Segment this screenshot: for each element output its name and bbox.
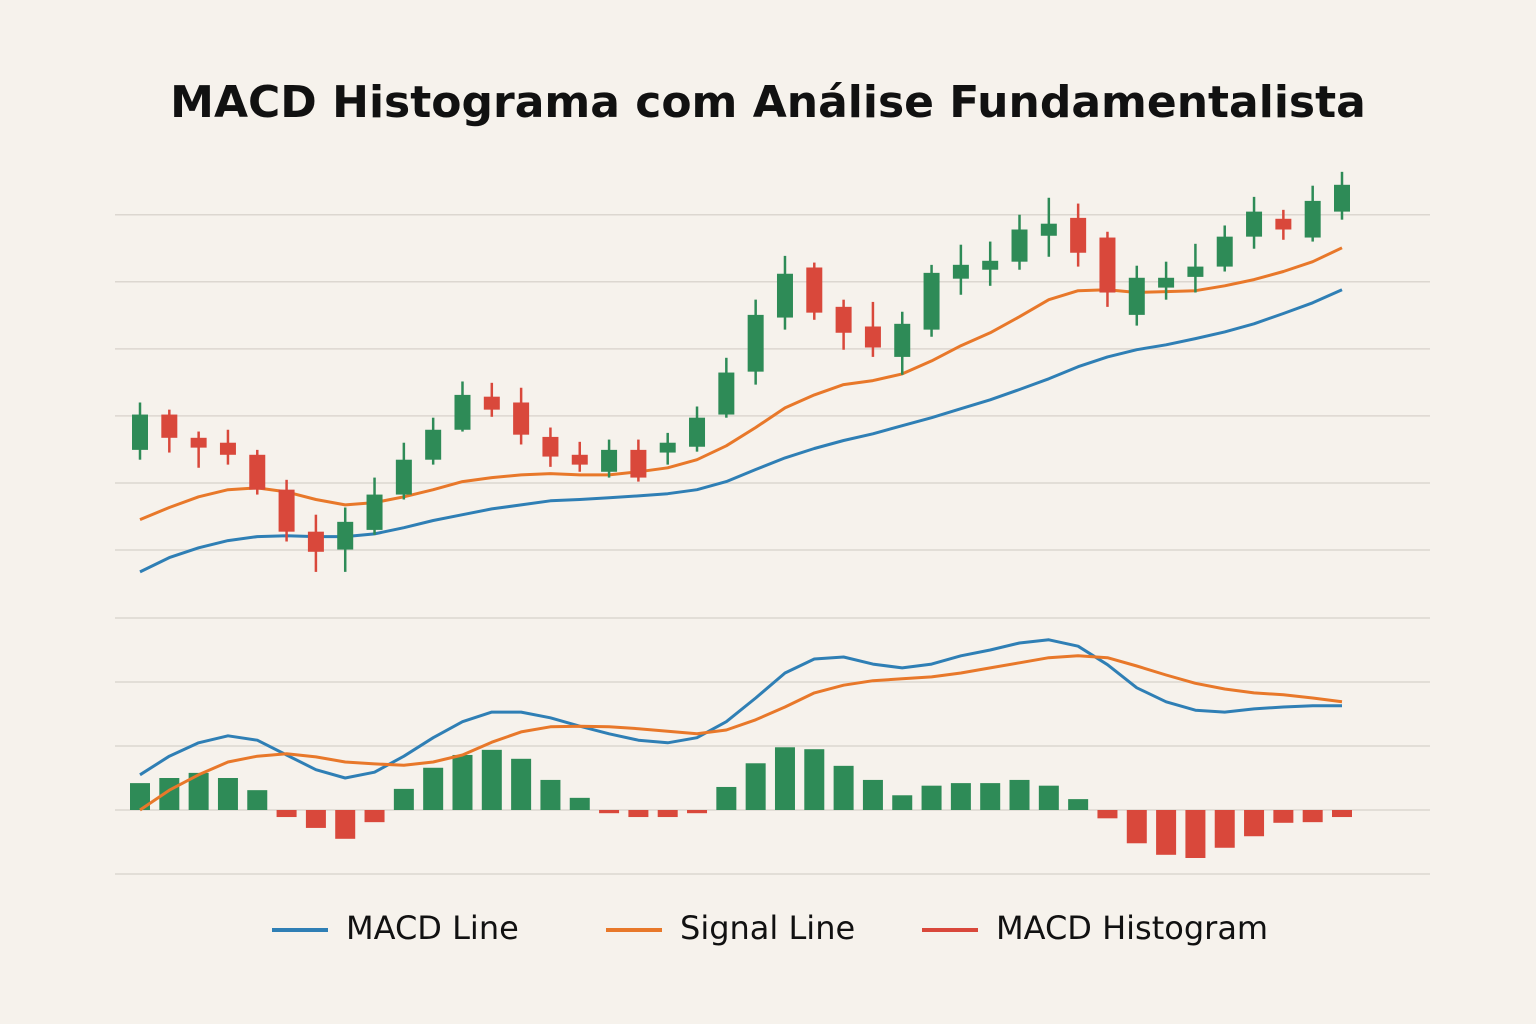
legend-label: Signal Line: [680, 909, 855, 947]
candle-body: [1011, 229, 1028, 262]
histogram-bar: [1332, 810, 1352, 818]
histogram-bar: [130, 783, 150, 810]
line-series: [139, 654, 1343, 812]
histogram-bar: [305, 810, 326, 828]
line-series: [139, 288, 1343, 574]
histogram-bar: [1126, 810, 1147, 844]
histogram-bar: [423, 767, 444, 810]
candle-body: [923, 272, 940, 330]
histogram-bar: [804, 749, 825, 810]
candle-body: [307, 531, 324, 552]
histogram-bar: [335, 810, 356, 839]
histogram-bar: [657, 810, 678, 818]
legend-label: MACD Histogram: [996, 909, 1268, 947]
histogram-bar: [481, 749, 502, 810]
candle-body: [864, 326, 881, 348]
histogram-bar: [892, 795, 913, 810]
histogram-bar: [217, 778, 238, 810]
candle-body: [718, 372, 735, 415]
histogram-bar: [1185, 810, 1206, 858]
candle-body: [190, 437, 207, 448]
histogram-bar: [364, 810, 385, 823]
candle-body: [982, 260, 999, 270]
candle-body: [513, 402, 530, 435]
candle-body: [806, 267, 823, 313]
candle-body: [1128, 277, 1145, 315]
histogram-bar: [921, 785, 942, 810]
histogram-bar: [393, 788, 414, 810]
candle-body: [1099, 237, 1116, 293]
candle-body: [952, 264, 969, 279]
candle-body: [630, 449, 647, 478]
histogram-bar: [862, 779, 883, 810]
candle-body: [601, 449, 618, 472]
candle-body: [1158, 277, 1175, 288]
histogram-bar: [1244, 810, 1265, 837]
candle-body: [1304, 200, 1321, 238]
histogram-bar: [511, 758, 532, 810]
candle-body: [1187, 266, 1204, 277]
candle-body: [1070, 217, 1087, 253]
candle-body: [425, 429, 442, 460]
histogram-bar: [628, 810, 649, 818]
histogram-bar: [540, 779, 561, 810]
histogram-bar: [980, 783, 1001, 810]
histogram-bar: [1038, 785, 1059, 810]
candle-body: [219, 442, 236, 455]
candle-body: [161, 414, 178, 438]
candle-body: [1216, 236, 1233, 267]
histogram-bar: [687, 810, 708, 814]
histogram-bar: [452, 754, 473, 810]
candle-body: [366, 494, 383, 530]
candle-body: [337, 521, 354, 550]
histogram-bar: [716, 786, 737, 810]
candle-body: [747, 314, 764, 372]
candle-body: [1040, 223, 1057, 236]
candle-body: [894, 323, 911, 357]
candle-body: [689, 417, 706, 447]
histogram-bar: [950, 783, 971, 810]
histogram-bar: [1156, 810, 1177, 855]
line-series: [139, 246, 1343, 521]
histogram-bar: [247, 790, 268, 810]
candle-body: [835, 306, 852, 333]
line-series: [139, 638, 1342, 780]
candle-body: [278, 489, 295, 532]
histogram-bar: [1273, 810, 1294, 823]
candle-body: [542, 436, 559, 457]
candle-body: [1275, 218, 1292, 230]
candle-body: [249, 454, 266, 490]
histogram-bar: [1214, 810, 1235, 848]
histogram-bar: [1009, 779, 1030, 810]
candle-body: [454, 394, 471, 430]
candle-body: [1334, 184, 1350, 212]
candle-body: [132, 414, 148, 450]
histogram-bar: [1068, 799, 1089, 810]
histogram-bar: [774, 747, 795, 810]
chart-title: MACD Histograma com Análise Fundamentali…: [170, 77, 1366, 128]
histogram-bar: [1097, 810, 1118, 819]
candle-body: [776, 273, 793, 318]
candle-body: [571, 454, 588, 465]
histogram-bar: [276, 810, 297, 818]
legend-label: MACD Line: [346, 909, 519, 947]
candle-body: [659, 442, 676, 453]
candle-body: [483, 396, 500, 410]
histogram-bar: [188, 772, 209, 810]
candle-body: [395, 459, 412, 495]
histogram-bar: [745, 763, 766, 810]
histogram-bar: [599, 810, 620, 814]
histogram-bar: [833, 765, 854, 810]
histogram-bar: [1302, 810, 1323, 823]
histogram-bar: [569, 797, 590, 810]
candle-body: [1246, 211, 1263, 237]
